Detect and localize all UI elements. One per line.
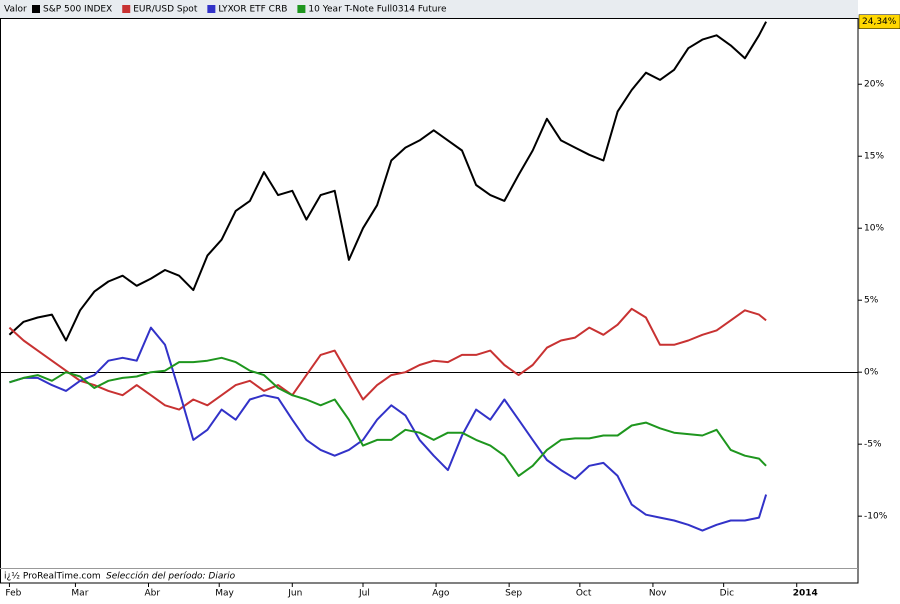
x-tick-label: Sep xyxy=(505,589,522,599)
legend-label: EUR/USD Spot xyxy=(133,5,198,15)
legend-label: 10 Year T-Note Full0314 Future xyxy=(308,5,447,15)
y-tick-label: -10% xyxy=(864,512,888,522)
series-line xyxy=(9,326,768,532)
x-tick-label: Jun xyxy=(287,589,302,599)
series-line xyxy=(8,307,767,411)
last-value-label: 24,34% xyxy=(862,17,897,27)
x-tick-label: Abr xyxy=(145,589,161,599)
x-tick-label: Mar xyxy=(71,589,88,599)
footer-source: i¿½ ProRealTime.com xyxy=(4,572,101,582)
series-line xyxy=(9,356,767,477)
footer-period: Selección del período: Diario xyxy=(106,571,236,582)
x-tick-label: May xyxy=(215,589,234,599)
plot-frame xyxy=(0,18,859,584)
y-tick-label: 0% xyxy=(864,368,879,378)
series-line xyxy=(8,21,767,342)
legend-title: Valor xyxy=(4,5,27,15)
legend-swatch xyxy=(297,5,306,13)
y-tick-label: 20% xyxy=(864,80,884,90)
x-tick-label: Jul xyxy=(358,589,370,599)
legend-label: S&P 500 INDEX xyxy=(43,5,112,15)
y-tick-label: 5% xyxy=(864,296,879,306)
x-tick-label: Feb xyxy=(5,589,21,599)
y-tick-label: -5% xyxy=(864,440,882,450)
y-tick-label: 10% xyxy=(864,224,884,234)
legend-bar xyxy=(0,0,858,18)
x-tick-label: Nov xyxy=(649,589,667,599)
x-tick-label: Dic xyxy=(720,589,734,599)
x-tick-label: Ago xyxy=(432,589,450,599)
x-tick-label: 2014 xyxy=(793,589,818,599)
last-value-box xyxy=(858,14,900,29)
y-tick-label: 15% xyxy=(864,152,884,162)
legend-label: LYXOR ETF CRB xyxy=(218,5,287,15)
legend-swatch xyxy=(32,5,40,13)
legend-swatch xyxy=(122,5,131,13)
legend-swatch xyxy=(207,5,216,13)
x-tick-label: Oct xyxy=(576,589,592,599)
